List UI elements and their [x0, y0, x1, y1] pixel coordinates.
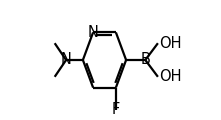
Text: OH: OH [159, 36, 182, 51]
Text: N: N [88, 25, 99, 40]
Text: OH: OH [159, 69, 182, 84]
Text: F: F [112, 102, 120, 117]
Text: N: N [61, 53, 72, 67]
Text: B: B [140, 53, 150, 67]
